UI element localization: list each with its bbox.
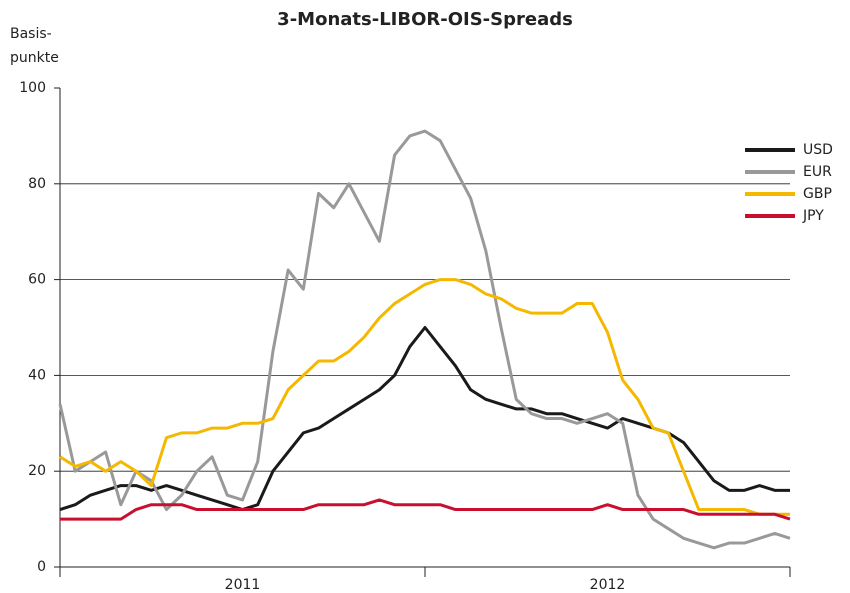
series-line — [60, 498, 791, 521]
x-tick-label: 2012 — [590, 577, 626, 593]
series-line — [59, 278, 790, 516]
y-tick-label: 100 — [19, 80, 46, 96]
x-tick-label: 2011 — [225, 577, 261, 593]
series-line — [58, 129, 791, 550]
y-tick-label: 60 — [28, 272, 46, 288]
y-tick-label: 40 — [28, 367, 46, 383]
legend-label: GBP — [803, 186, 832, 202]
y-axis-label: punkte — [10, 50, 59, 66]
y-tick-label: 0 — [37, 559, 46, 575]
y-tick-label: 20 — [28, 463, 46, 479]
y-axis-label: Basis- — [10, 26, 52, 42]
series-line — [59, 326, 790, 512]
legend-label: USD — [803, 142, 833, 158]
chart-title: 3-Monats-LIBOR-OIS-Spreads — [277, 9, 573, 30]
legend-label: EUR — [803, 164, 832, 180]
y-tick-label: 80 — [28, 176, 46, 192]
legend-label: JPY — [802, 208, 824, 224]
